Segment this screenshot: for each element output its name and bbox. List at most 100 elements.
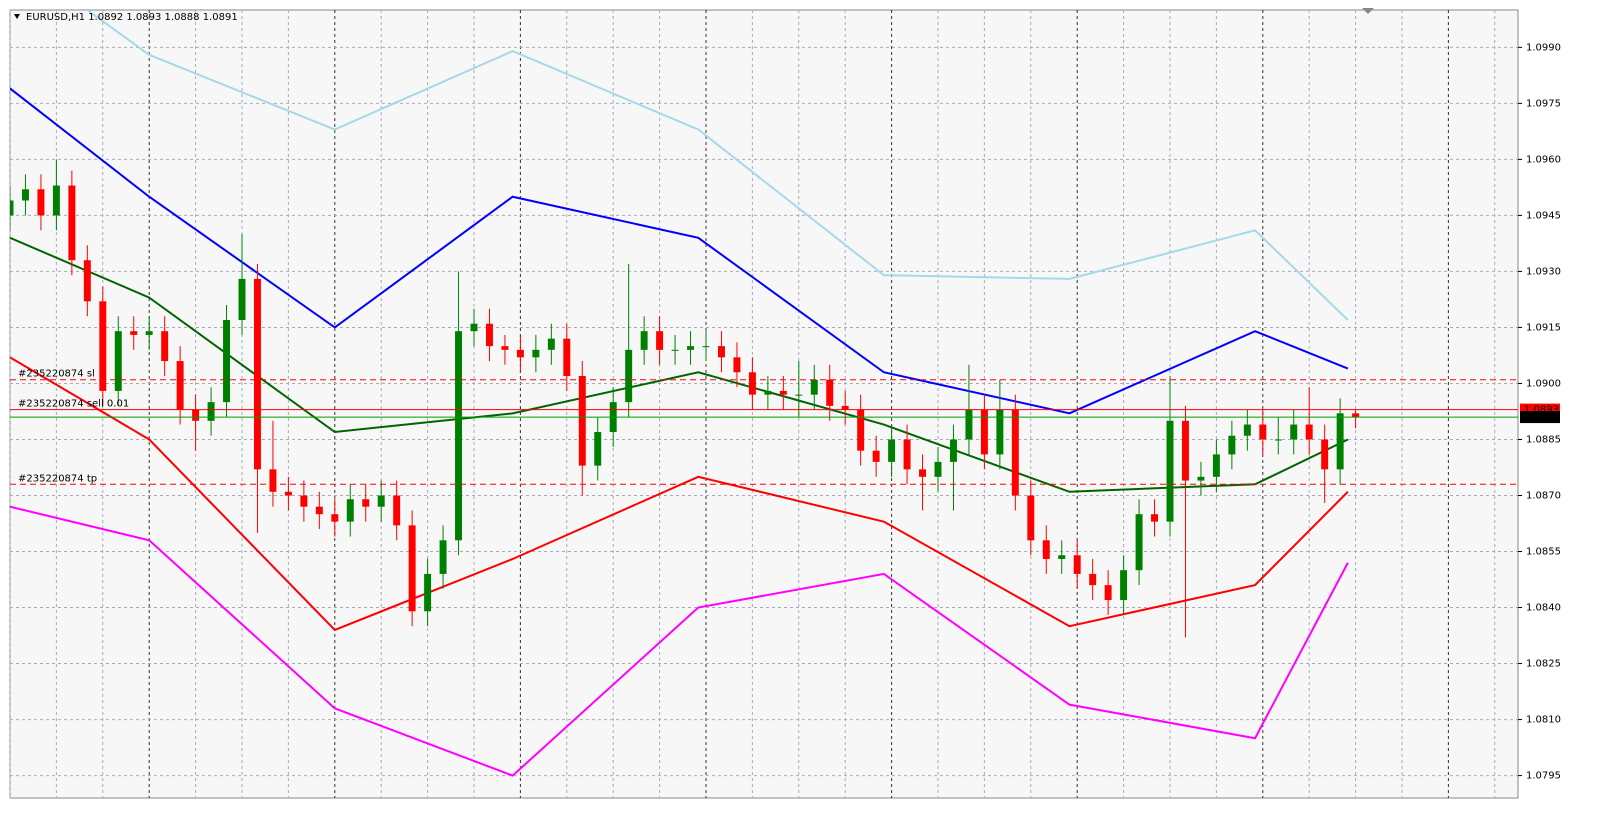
menu-arrow (14, 14, 20, 19)
indicator-line (10, 505, 1349, 777)
candle-body (1243, 424, 1251, 436)
candle-body (176, 361, 184, 410)
candle-body (516, 349, 524, 358)
y-tick-label: 1.0960 (1526, 154, 1561, 165)
plot-area (9, 9, 1519, 799)
indicator-line (10, 236, 1349, 493)
candle-body (841, 405, 849, 410)
y-tick-label: 1.0990 (1526, 42, 1561, 53)
candle-body (1212, 454, 1220, 477)
candle-body (965, 409, 973, 440)
candle-body (872, 450, 880, 462)
candle-body (1151, 514, 1159, 522)
shift-marker (1362, 8, 1374, 14)
chart-title: EURUSD,H1 1.0892 1.0893 1.0888 1.0891 (26, 12, 238, 23)
candle-body (717, 346, 725, 358)
candle-body (1274, 439, 1282, 441)
indicator-line (85, 10, 1349, 321)
candle-body (656, 331, 664, 350)
candle-body (919, 469, 927, 477)
candle-body (1104, 585, 1112, 601)
candle-body (52, 185, 60, 216)
candle-body (640, 331, 648, 350)
candle-body (1120, 570, 1128, 601)
candle-body (826, 379, 834, 406)
candle-body (949, 439, 957, 462)
candle-body (1058, 555, 1066, 559)
candle-body (563, 338, 571, 376)
candle-body (1181, 420, 1189, 481)
candle-body (470, 323, 478, 332)
y-tick-label: 1.0795 (1526, 771, 1561, 782)
candle-body (1352, 413, 1360, 418)
candle-body (315, 506, 323, 515)
candle-body (1011, 409, 1019, 496)
y-tick-label: 1.0975 (1526, 98, 1561, 109)
candle-body (1305, 424, 1313, 440)
candle-body (455, 331, 463, 541)
y-tick-label: 1.0855 (1526, 547, 1561, 558)
candle-body (980, 409, 988, 455)
candle-body (671, 349, 679, 351)
candle-body (331, 514, 339, 522)
candle-body (1089, 573, 1097, 586)
y-tick-label: 1.0930 (1526, 266, 1561, 277)
candle-body (687, 346, 695, 350)
y-tick-label: 1.0915 (1526, 322, 1561, 333)
candle-body (795, 394, 803, 396)
candle-body (578, 375, 586, 466)
candle-body (1027, 495, 1035, 541)
candle-body (1259, 424, 1267, 440)
candle-body (377, 495, 385, 507)
price-tag-label: 1.0891 (1524, 412, 1559, 423)
candle-body (207, 402, 215, 421)
candle-body (223, 319, 231, 403)
candle-body (238, 278, 246, 320)
candle-body (1321, 439, 1329, 470)
y-tick-label: 1.0810 (1526, 715, 1561, 726)
candle-body (114, 331, 122, 391)
candle-body (1135, 514, 1143, 571)
price-tag-label: 1.0893 (1524, 405, 1559, 416)
price-line-label: #235220874 sell 0.01 (18, 399, 129, 410)
candle-body (269, 469, 277, 492)
candle-body (21, 189, 29, 201)
indicator-line (10, 356, 1349, 632)
candle-body (594, 432, 602, 466)
candle-body (393, 495, 401, 526)
candle-body (408, 525, 416, 612)
candle-body (810, 379, 818, 395)
candle-body (83, 260, 91, 302)
candle-body (424, 573, 432, 612)
price-line-label: #235220874 sl (18, 369, 95, 380)
candle-body (145, 331, 153, 335)
candle-body (99, 301, 107, 391)
candle-body (764, 390, 772, 395)
candle-body (1042, 540, 1050, 559)
price-line-label: #235220874 tp (18, 473, 97, 484)
candle-body (10, 200, 14, 216)
candle-body (439, 540, 447, 574)
candle-body (547, 338, 555, 350)
candle-body (903, 439, 911, 470)
y-tick-label: 1.0825 (1526, 659, 1561, 670)
candle-body (1166, 420, 1174, 522)
candle-body (68, 185, 76, 261)
candle-body (37, 189, 45, 216)
candle-body (253, 278, 261, 470)
candle-body (857, 409, 865, 451)
candle-body (161, 331, 169, 362)
y-tick-label: 1.0900 (1526, 378, 1561, 389)
candle-body (192, 409, 200, 421)
candle-body (501, 346, 509, 350)
y-tick-label: 1.0885 (1526, 434, 1561, 445)
candle-body (1197, 476, 1205, 481)
y-tick-label: 1.0840 (1526, 603, 1561, 614)
indicator-line (10, 87, 1349, 415)
candle-body (1290, 424, 1298, 440)
price-tag (1520, 411, 1560, 424)
candle-body (346, 499, 354, 522)
y-tick-label: 1.0945 (1526, 210, 1561, 221)
candle-body (733, 357, 741, 373)
